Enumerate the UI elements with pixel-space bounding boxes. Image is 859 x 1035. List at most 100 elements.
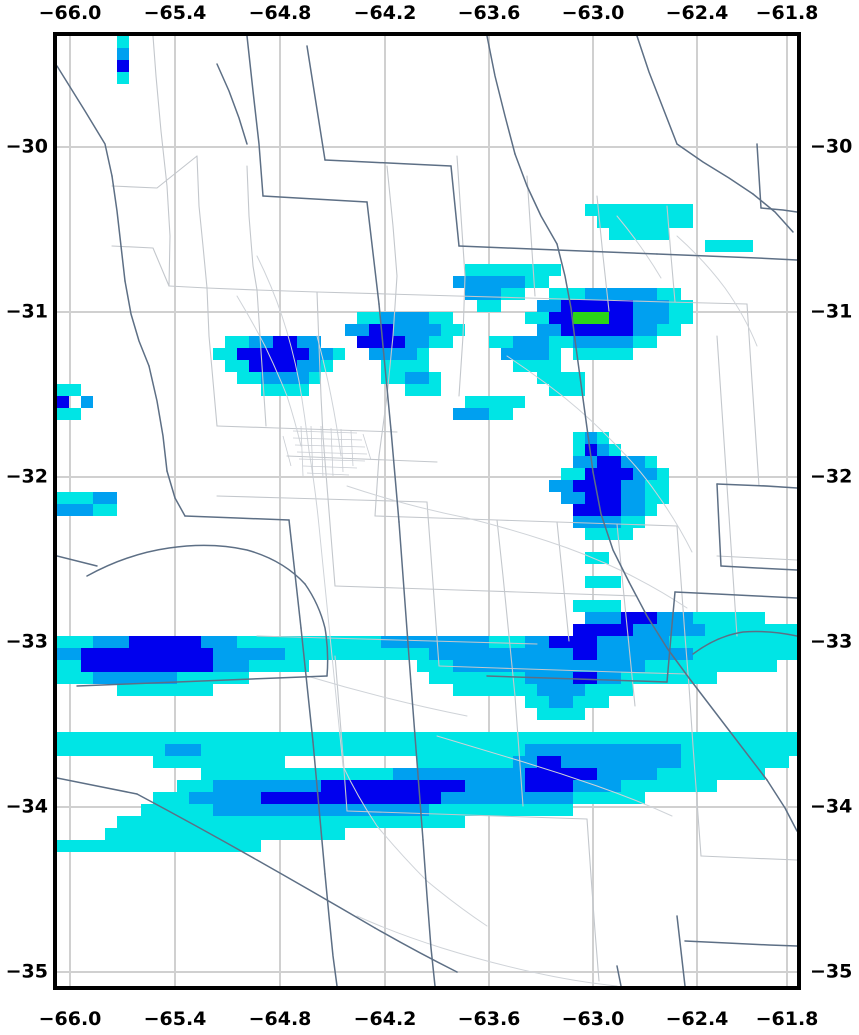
raster-cell <box>429 384 441 396</box>
raster-cell <box>489 660 513 672</box>
raster-cell <box>537 324 561 336</box>
raster-cell <box>561 468 585 480</box>
raster-cell <box>621 288 657 300</box>
raster-cell <box>717 660 753 672</box>
raster-cell <box>549 348 561 360</box>
raster-cell <box>333 348 345 360</box>
raster-cell <box>657 324 681 336</box>
raster-cell <box>381 732 417 744</box>
raster-cell <box>93 744 129 756</box>
raster-cell <box>249 360 273 372</box>
raster-cell <box>237 732 273 744</box>
raster-cell <box>609 756 645 768</box>
raster-cell <box>201 768 237 780</box>
raster-cell <box>165 636 201 648</box>
raster-cell <box>633 312 669 324</box>
raster-cell <box>597 768 621 780</box>
raster-cell <box>297 792 333 804</box>
raster-cell <box>285 384 309 396</box>
raster-cell <box>561 708 585 720</box>
raster-cell <box>345 324 369 336</box>
raster-cell <box>777 732 797 744</box>
raster-cell <box>633 204 669 216</box>
raster-cell <box>405 792 441 804</box>
raster-cell <box>165 744 201 756</box>
raster-cell <box>609 576 621 588</box>
raster-cell <box>621 456 645 468</box>
yleft-label: −33 <box>5 630 48 653</box>
raster-cell <box>93 504 117 516</box>
raster-cell <box>429 672 465 684</box>
raster-cell <box>93 636 129 648</box>
raster-cell <box>513 684 537 696</box>
raster-cell <box>81 648 117 660</box>
raster-cell <box>465 264 501 276</box>
raster-cell <box>117 60 129 72</box>
raster-cell <box>549 288 585 300</box>
raster-cell <box>573 312 609 324</box>
raster-cell <box>573 600 597 612</box>
raster-cell <box>297 816 333 828</box>
raster-cell <box>57 660 81 672</box>
raster-cell <box>669 636 705 648</box>
raster-cell <box>753 744 789 756</box>
raster-cell <box>597 696 609 708</box>
raster-cell <box>357 312 381 324</box>
xbot-label: −65.4 <box>143 1008 207 1030</box>
raster-cell <box>537 300 561 312</box>
raster-cell <box>357 780 393 792</box>
xbot-label: −66.0 <box>38 1008 102 1030</box>
raster-cell <box>177 780 213 792</box>
raster-cell <box>381 336 405 348</box>
raster-cell <box>261 816 297 828</box>
raster-cell <box>393 768 429 780</box>
xtop-label: −65.4 <box>143 2 207 24</box>
raster-cell <box>501 780 525 792</box>
raster-cell <box>561 372 585 384</box>
raster-cell <box>525 744 549 756</box>
raster-cell <box>597 456 621 468</box>
raster-cell <box>429 780 465 792</box>
raster-cell <box>597 300 633 312</box>
raster-cell <box>393 324 417 336</box>
raster-cell <box>525 804 549 816</box>
raster-cell <box>597 648 621 660</box>
raster-cell <box>585 528 609 540</box>
raster-cell <box>165 660 213 672</box>
raster-cell <box>645 504 657 516</box>
raster-cell <box>489 684 513 696</box>
raster-cell <box>441 792 477 804</box>
raster-cell <box>657 672 693 684</box>
raster-cell <box>381 360 405 372</box>
raster-cell <box>237 372 261 384</box>
raster-cell <box>561 732 597 744</box>
xbot-label: −64.2 <box>353 1008 417 1030</box>
rivers <box>236 215 758 986</box>
raster-cell <box>585 288 621 300</box>
raster-cell <box>117 660 165 672</box>
raster-cell <box>189 756 225 768</box>
raster-cell <box>93 840 129 852</box>
raster-cell <box>573 636 597 648</box>
raster-cell <box>693 780 717 792</box>
raster-cell <box>789 744 797 756</box>
raster-cell <box>537 708 561 720</box>
raster-cell <box>417 324 441 336</box>
raster-cell <box>729 768 765 780</box>
raster-cell <box>249 828 285 840</box>
raster-cell <box>489 756 513 768</box>
raster-cell <box>213 804 249 816</box>
raster-cell <box>525 348 549 360</box>
raster-cell <box>597 624 633 636</box>
raster-cell <box>333 792 369 804</box>
raster-cell <box>429 312 453 324</box>
raster-cell <box>585 444 597 456</box>
raster-cell <box>117 72 129 84</box>
raster-cell <box>561 684 585 696</box>
raster-cell <box>609 528 633 540</box>
raster-cell <box>597 444 609 456</box>
raster-cell <box>609 336 633 348</box>
raster-cell <box>609 684 633 696</box>
raster-cell <box>585 204 633 216</box>
raster-cell <box>549 780 573 792</box>
